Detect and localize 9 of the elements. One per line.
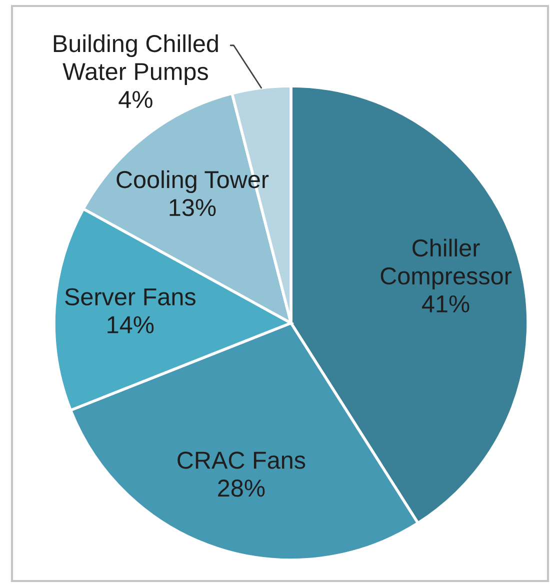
data-label: 28% <box>218 480 265 497</box>
data-label: 4% <box>118 91 152 108</box>
slice-label: Server Fans <box>65 288 196 306</box>
data-label: 41% <box>422 295 470 312</box>
slice-label: Chiller Compressor <box>380 238 512 290</box>
slice-label: CRAC Fans <box>178 452 306 469</box>
slice-label: Building Chilled Water Pumps <box>54 34 218 85</box>
data-label: 14% <box>108 316 154 334</box>
data-label: 13% <box>170 198 216 216</box>
